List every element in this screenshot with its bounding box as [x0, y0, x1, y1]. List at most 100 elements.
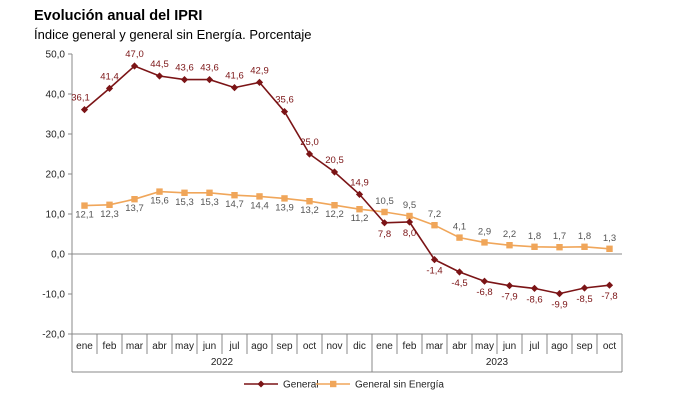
data-label-general: 14,9	[350, 177, 369, 188]
point-general-sin-energia	[81, 202, 88, 209]
y-tick-label: 40,0	[46, 90, 66, 101]
x-tick-label: ago	[551, 341, 568, 352]
point-general-sin-energia	[256, 193, 263, 200]
data-label-general-sin-energia: 15,3	[200, 197, 219, 208]
legend-label-general-sin-energia: General sin Energía	[355, 380, 444, 391]
x-tick-label: feb	[103, 341, 117, 352]
data-label-general-sin-energia: 10,5	[375, 196, 394, 207]
x-tick-label: mar	[426, 341, 444, 352]
point-general	[105, 84, 114, 92]
y-tick-label: 10,0	[46, 210, 66, 221]
data-label-general: 36,1	[71, 93, 90, 104]
point-general	[430, 256, 439, 264]
data-label-general: 44,5	[150, 59, 169, 70]
point-general	[605, 281, 614, 289]
x-tick-label: ago	[251, 341, 268, 352]
year-label-2023: 2023	[486, 357, 509, 368]
data-label-general: 20,5	[325, 155, 344, 166]
data-label-general-sin-energia: 1,8	[578, 231, 591, 242]
point-general-sin-energia	[106, 201, 113, 208]
chart-title: Evolución anual del IPRI	[34, 8, 203, 24]
point-general	[280, 108, 289, 116]
point-general	[230, 84, 239, 92]
point-general	[530, 284, 539, 292]
point-general-sin-energia	[281, 195, 288, 202]
x-tick-label: sep	[276, 341, 293, 352]
data-label-general-sin-energia: 14,4	[250, 200, 269, 211]
x-tick-label: oct	[603, 341, 617, 352]
data-label-general-sin-energia: 1,7	[553, 231, 566, 242]
point-general	[580, 284, 589, 292]
x-tick-label: may	[475, 341, 494, 352]
data-label-general-sin-energia: 1,8	[528, 231, 541, 242]
point-general-sin-energia	[331, 202, 338, 209]
point-general-sin-energia	[606, 245, 613, 252]
point-general	[355, 190, 364, 198]
x-tick-label: feb	[403, 341, 417, 352]
data-label-general-sin-energia: 13,2	[300, 205, 319, 216]
point-general	[405, 218, 414, 226]
x-tick-label: nov	[326, 341, 342, 352]
point-general-sin-energia	[181, 189, 188, 196]
point-general-sin-energia	[306, 198, 313, 205]
point-general-sin-energia	[556, 244, 563, 251]
series-line-general	[83, 65, 610, 295]
point-general	[555, 290, 564, 298]
point-general-sin-energia	[356, 206, 363, 213]
point-general-sin-energia	[131, 196, 138, 203]
x-tick-label: abr	[452, 341, 467, 352]
point-general	[330, 168, 339, 176]
x-tick-label: jun	[202, 341, 216, 352]
point-general	[205, 76, 214, 84]
data-label-general: 41,4	[100, 71, 119, 82]
data-label-general: 41,6	[225, 71, 244, 82]
y-tick-label: 50,0	[46, 50, 66, 61]
data-label-general-sin-energia: 1,3	[603, 233, 616, 244]
x-tick-label: jul	[528, 341, 539, 352]
legend-label-general: General	[283, 380, 319, 391]
data-label-general: 43,6	[200, 63, 219, 74]
point-general	[80, 106, 89, 114]
x-tick-label: may	[175, 341, 194, 352]
data-label-general: -4,5	[451, 278, 467, 289]
x-tick-label: oct	[303, 341, 317, 352]
point-general	[305, 150, 314, 158]
data-label-general: 42,9	[250, 65, 269, 76]
legend-marker-general-sin-energia	[330, 380, 337, 388]
data-label-general: -8,5	[576, 294, 592, 305]
x-tick-label: abr	[152, 341, 167, 352]
data-label-general: 43,6	[175, 63, 194, 74]
series-line-general-sin-energia	[84, 190, 610, 250]
data-label-general: -7,9	[501, 292, 517, 303]
y-tick-label: -10,0	[42, 290, 65, 301]
data-label-general-sin-energia: 14,7	[225, 199, 244, 210]
data-label-general: 7,8	[378, 229, 391, 240]
data-label-general-sin-energia: 15,6	[150, 196, 169, 207]
point-general	[180, 76, 189, 84]
data-label-general: -9,9	[551, 300, 567, 311]
data-label-general-sin-energia: 7,2	[428, 209, 441, 220]
point-general	[505, 282, 514, 290]
point-general	[380, 219, 389, 227]
x-tick-label: mar	[126, 341, 144, 352]
data-label-general-sin-energia: 12,1	[75, 210, 94, 221]
data-label-general-sin-energia: 11,2	[351, 213, 369, 224]
legend-marker-general	[257, 380, 265, 388]
point-general	[480, 277, 489, 285]
point-general-sin-energia	[581, 243, 588, 250]
data-label-general: 35,6	[275, 95, 294, 106]
x-tick-label: ene	[376, 341, 393, 352]
data-label-general-sin-energia: 13,9	[275, 202, 294, 213]
point-general	[130, 62, 139, 70]
point-general-sin-energia	[431, 222, 438, 229]
x-tick-label: sep	[576, 341, 593, 352]
year-label-2022: 2022	[211, 357, 234, 368]
point-general-sin-energia	[481, 239, 488, 246]
data-label-general-sin-energia: 12,3	[100, 209, 119, 220]
data-label-general-sin-energia: 13,7	[125, 203, 144, 214]
point-general-sin-energia	[381, 208, 388, 216]
data-label-general-sin-energia: 2,9	[478, 226, 491, 237]
data-label-general: 25,0	[300, 137, 319, 148]
point-general-sin-energia	[156, 188, 163, 195]
